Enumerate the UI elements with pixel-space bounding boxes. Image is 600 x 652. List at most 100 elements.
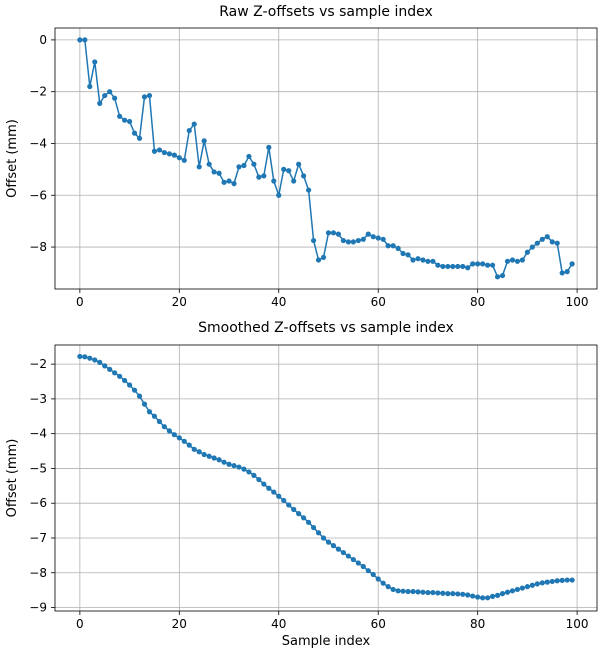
raw-data-point: [564, 269, 570, 275]
smoothed-data-point: [231, 463, 237, 469]
smoothed-data-point: [420, 589, 426, 595]
smoothed-y-tick-label: −5: [29, 461, 47, 475]
smoothed-y-tick-label: −2: [29, 357, 47, 371]
raw-data-point: [301, 173, 307, 179]
raw-data-point: [136, 135, 143, 141]
smoothed-data-point: [97, 359, 103, 365]
smoothed-data-point: [82, 354, 88, 360]
raw-data-point: [400, 250, 406, 257]
raw-data-point: [559, 270, 565, 276]
raw-data-point: [315, 257, 322, 263]
smoothed-data-point: [405, 588, 411, 595]
smoothed-data-point: [216, 457, 222, 463]
raw-data-point: [201, 138, 207, 144]
raw-data-point: [320, 254, 327, 261]
raw-data-point: [102, 92, 108, 99]
raw-data-point: [276, 192, 282, 198]
smoothed-data-point: [211, 455, 217, 461]
raw-data-point: [390, 243, 396, 249]
smoothed-data-point: [480, 595, 486, 601]
raw-data-point: [385, 243, 391, 249]
raw-data-point: [286, 168, 292, 174]
smoothed-data-point: [92, 357, 98, 363]
smoothed-data-point: [325, 539, 332, 545]
raw-data-point: [440, 263, 446, 270]
smoothed-data-point: [196, 449, 202, 455]
smoothed-data-point: [241, 466, 247, 472]
raw-data-point: [475, 261, 481, 267]
raw-data-point: [171, 152, 177, 158]
raw-data-point: [310, 237, 317, 244]
smoothed-y-tick-label: −7: [29, 531, 47, 545]
smoothed-data-point: [475, 594, 481, 600]
smoothed-data-point: [306, 519, 312, 525]
smoothed-data-point: [455, 591, 461, 597]
smoothed-data-point: [350, 556, 356, 563]
raw-data-point: [211, 169, 217, 175]
smoothed-data-point: [410, 588, 416, 595]
raw-data-point: [524, 249, 530, 255]
raw-data-point: [465, 265, 471, 271]
smoothed-data-point: [251, 472, 257, 478]
smoothed-data-point: [345, 553, 351, 559]
smoothed-y-tick-label: −9: [29, 601, 47, 615]
smoothed-data-point: [276, 493, 282, 499]
smoothed-data-point: [315, 530, 322, 536]
raw-data-point: [181, 157, 187, 163]
raw-data-point: [221, 179, 227, 185]
raw-data-point: [350, 239, 356, 245]
raw-data-point: [117, 113, 123, 119]
smoothed-data-point: [261, 481, 267, 487]
raw-data-point: [430, 258, 436, 264]
raw-data-point: [166, 151, 172, 157]
smoothed-data-point: [395, 588, 401, 594]
smoothed-data-point: [320, 535, 327, 541]
raw-data-point: [360, 236, 366, 242]
smoothed-data-point: [360, 563, 366, 570]
smoothed-data-point: [131, 387, 138, 393]
smoothed-data-point: [514, 586, 521, 593]
raw-data-point: [146, 92, 153, 99]
smoothed-data-point: [400, 588, 406, 594]
smoothed-data-point: [460, 591, 466, 597]
smoothed-data-point: [256, 476, 262, 483]
raw-y-tick-label: −4: [29, 136, 47, 150]
smoothed-data-point: [107, 366, 113, 372]
raw-data-point: [340, 237, 346, 244]
smoothed-data-point: [122, 377, 128, 384]
raw-y-axis-label: Offset (mm): [5, 119, 20, 198]
smoothed-data-point: [519, 585, 526, 591]
raw-data-point: [291, 178, 297, 184]
smoothed-offsets-panel: 0 20 40 60 80 100 −2 −3 −4 −5 −6 −7 −8 −9 Smoothed Z-o…: [5, 320, 598, 649]
raw-data-point: [445, 263, 451, 270]
smoothed-data-point: [151, 413, 158, 419]
smoothed-data-point: [161, 424, 167, 430]
smoothed-data-point: [330, 543, 337, 549]
raw-x-tick-label: 40: [271, 295, 286, 309]
smoothed-data-point: [440, 590, 446, 596]
raw-data-point: [554, 240, 560, 246]
smoothed-data-point: [335, 546, 342, 552]
smoothed-data-point: [126, 382, 133, 388]
raw-series-line: [79, 39, 573, 278]
raw-data-point: [226, 178, 232, 184]
raw-data-point: [236, 164, 242, 170]
smoothed-y-tick-label: −8: [29, 566, 47, 580]
smoothed-data-point: [435, 590, 441, 596]
raw-data-point: [156, 147, 163, 153]
raw-data-point: [216, 170, 222, 176]
raw-data-point: [82, 37, 88, 43]
raw-y-tick-label: −6: [29, 188, 47, 202]
raw-data-point: [375, 235, 381, 241]
raw-data-point: [395, 245, 401, 251]
raw-data-point: [489, 262, 496, 268]
raw-data-point: [410, 257, 416, 263]
raw-data-point: [370, 234, 376, 240]
smoothed-data-point: [504, 589, 511, 595]
raw-data-point: [415, 256, 421, 262]
raw-data-point: [425, 258, 431, 264]
smoothed-data-point: [470, 593, 476, 599]
raw-data-point: [485, 262, 491, 268]
raw-data-point: [131, 130, 138, 136]
smoothed-data-point: [385, 584, 391, 590]
